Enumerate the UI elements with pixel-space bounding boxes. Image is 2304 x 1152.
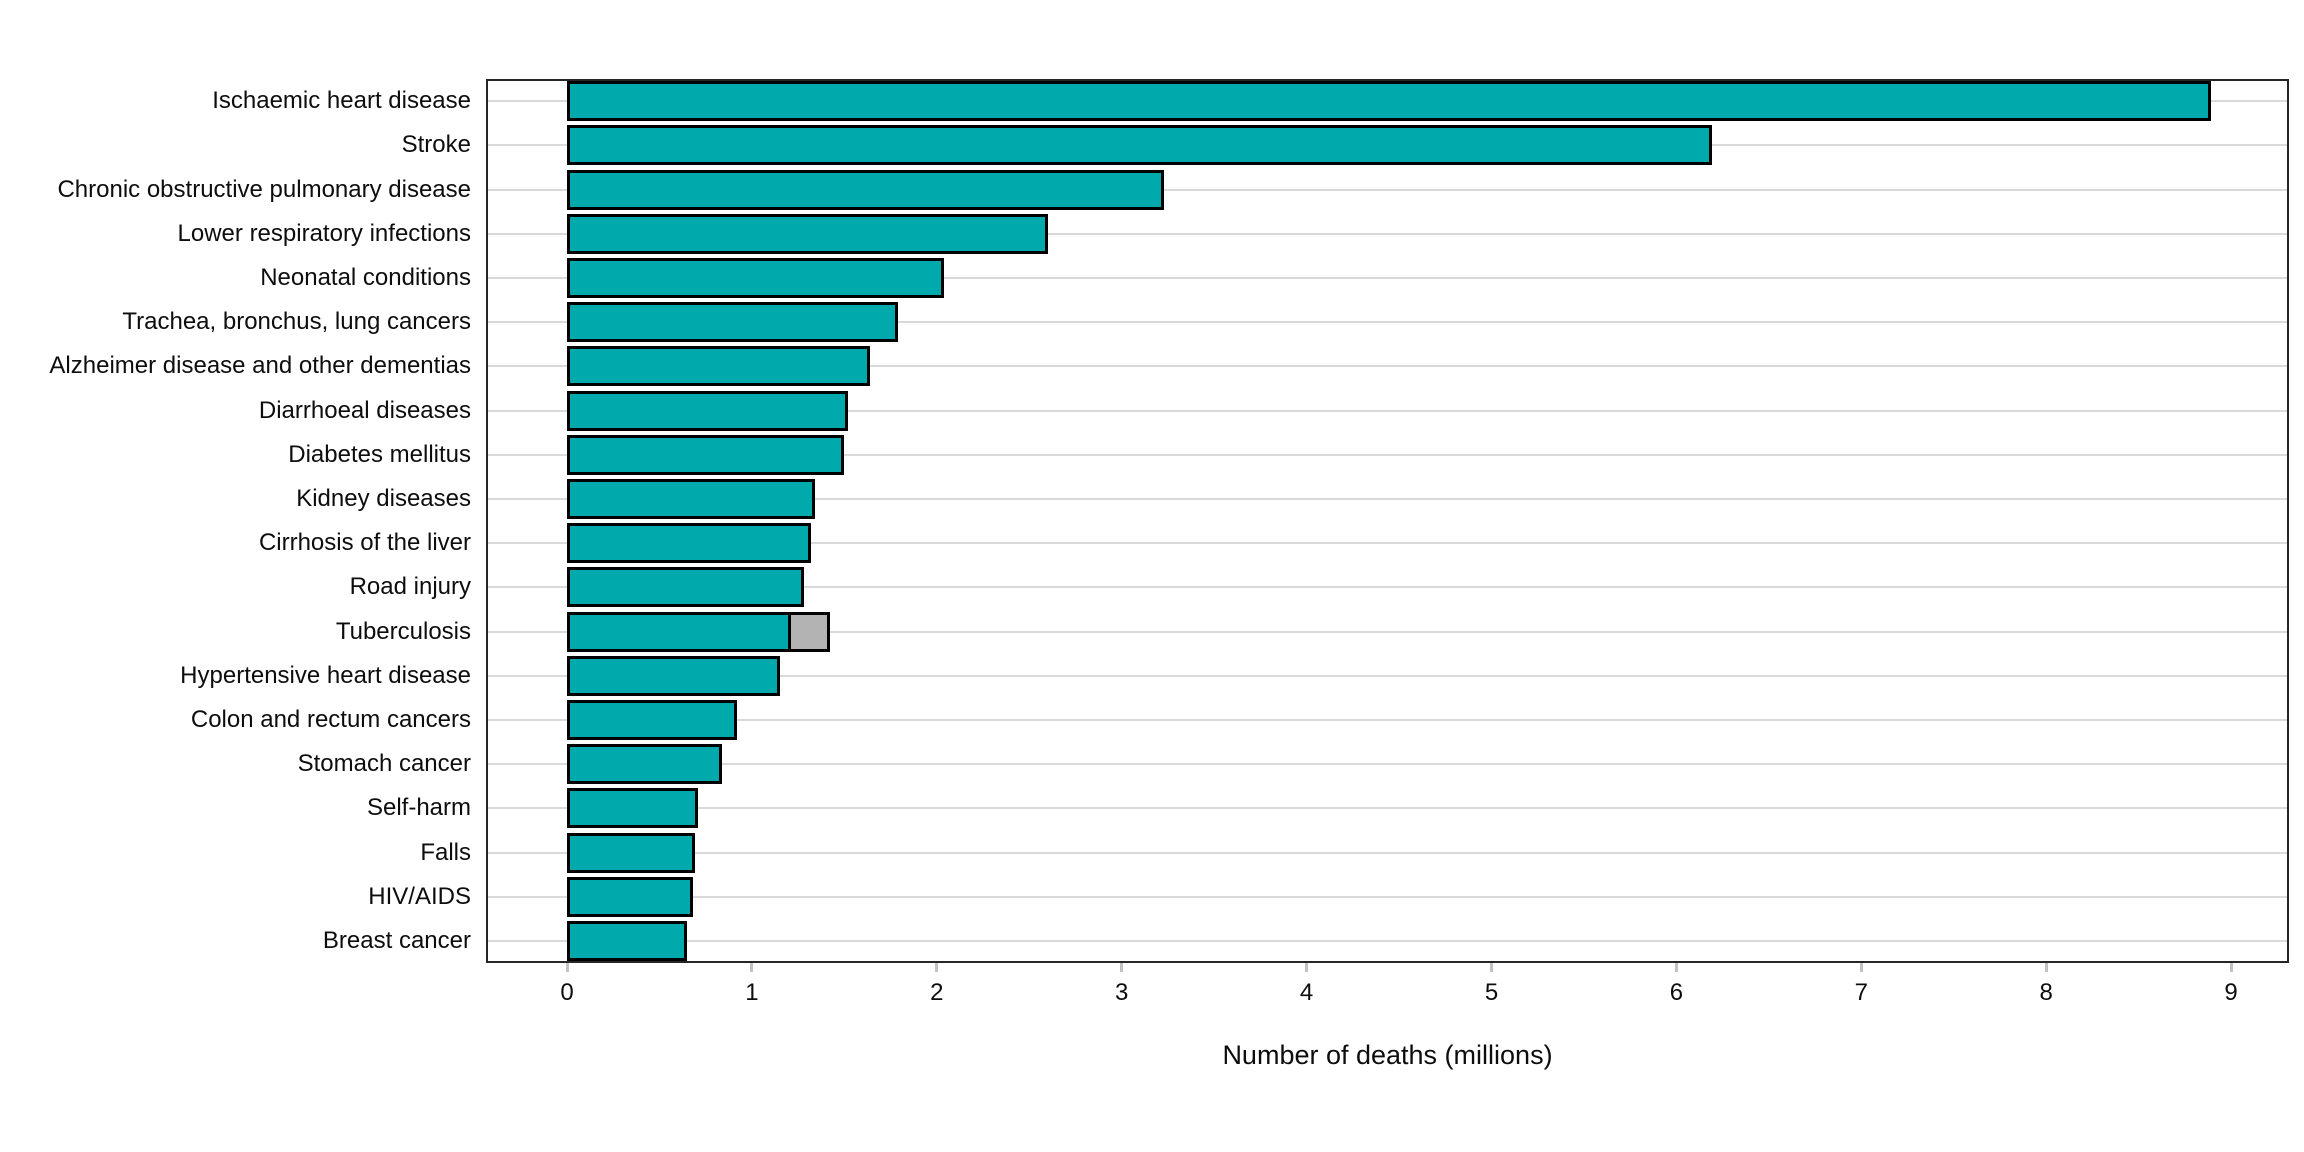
y-gridline: [488, 276, 2287, 279]
x-tick-mark: [1120, 963, 1124, 972]
y-gridline: [488, 763, 2287, 766]
bar: [567, 169, 1165, 210]
bar: [567, 567, 804, 608]
category-label: Diarrhoeal diseases: [258, 396, 471, 424]
x-tick-mark: [2044, 963, 2048, 972]
x-tick-mark: [1490, 963, 1493, 972]
y-gridline: [488, 232, 2287, 235]
y-gridline: [488, 542, 2287, 545]
bar: [567, 744, 723, 785]
category-label: Tuberculosis: [335, 617, 471, 645]
x-tick-mark: [750, 963, 754, 972]
y-gridline: [488, 939, 2287, 942]
category-label: Road injury: [349, 573, 471, 601]
x-tick-label: 2: [930, 979, 944, 1006]
bar-secondary-segment: [787, 611, 830, 652]
bar: [567, 213, 1048, 254]
bar: [567, 346, 871, 387]
x-tick-mark: [935, 963, 939, 972]
y-gridline: [488, 453, 2287, 456]
category-label: Lower respiratory infections: [177, 219, 471, 247]
y-gridline: [488, 630, 2287, 633]
y-gridline: [488, 674, 2287, 677]
category-label: Ischaemic heart disease: [212, 87, 471, 115]
x-tick-mark: [1674, 963, 1678, 972]
category-label: Alzheimer disease and other dementias: [49, 352, 471, 380]
bar: [567, 611, 791, 652]
category-label: Falls: [420, 838, 471, 866]
category-label: Kidney diseases: [296, 484, 471, 512]
category-label: Trachea, bronchus, lung cancers: [122, 308, 471, 336]
y-gridline: [488, 365, 2287, 368]
bar: [567, 302, 898, 343]
x-tick-mark: [565, 963, 569, 972]
category-label: Breast cancer: [322, 926, 471, 954]
category-label: Stroke: [401, 131, 471, 159]
bar: [567, 125, 1712, 166]
bar: [567, 390, 849, 431]
bar: [567, 81, 2211, 122]
category-label: Stomach cancer: [297, 750, 471, 778]
bar: [567, 434, 845, 475]
category-label: Chronic obstructive pulmonary disease: [57, 175, 471, 203]
bar: [567, 523, 812, 564]
bar: [567, 832, 695, 873]
y-gridline: [488, 409, 2287, 412]
x-tick-mark: [1305, 963, 1309, 972]
category-label: Colon and rectum cancers: [190, 705, 471, 733]
bar: [567, 257, 945, 298]
y-gridline: [488, 718, 2287, 721]
category-label: Cirrhosis of the liver: [258, 529, 471, 557]
bar: [567, 478, 815, 519]
bar: [567, 655, 780, 696]
x-tick-label: 5: [1484, 979, 1499, 1006]
x-tick-label: 7: [1854, 979, 1868, 1006]
x-tick-label: 3: [1115, 979, 1129, 1006]
x-tick-label: 1: [745, 979, 759, 1006]
y-gridline: [488, 851, 2287, 854]
category-label: Diabetes mellitus: [288, 440, 471, 468]
x-tick-label: 4: [1299, 979, 1314, 1006]
bar: [567, 920, 688, 961]
y-gridline: [488, 895, 2287, 898]
x-tick-mark: [1859, 963, 1863, 972]
x-tick-label: 9: [2224, 979, 2238, 1006]
x-tick-mark: [2229, 963, 2233, 972]
y-gridline: [488, 188, 2287, 191]
category-label: HIV/AIDS: [368, 882, 471, 910]
y-gridline: [488, 586, 2287, 589]
bar: [567, 788, 699, 829]
category-label: Hypertensive heart disease: [180, 661, 471, 689]
x-tick-label: 0: [560, 979, 574, 1006]
category-label: Self-harm: [366, 794, 471, 822]
bar: [567, 699, 738, 740]
x-axis-title: Number of deaths (millions): [1222, 1040, 1553, 1070]
bar: [567, 876, 693, 917]
y-gridline: [488, 807, 2287, 810]
x-tick-label: 8: [2039, 979, 2053, 1006]
category-label: Neonatal conditions: [260, 263, 471, 291]
y-gridline: [488, 497, 2287, 500]
y-gridline: [488, 321, 2287, 324]
x-tick-label: 6: [1669, 979, 1684, 1006]
plot-panel: [486, 79, 2289, 963]
